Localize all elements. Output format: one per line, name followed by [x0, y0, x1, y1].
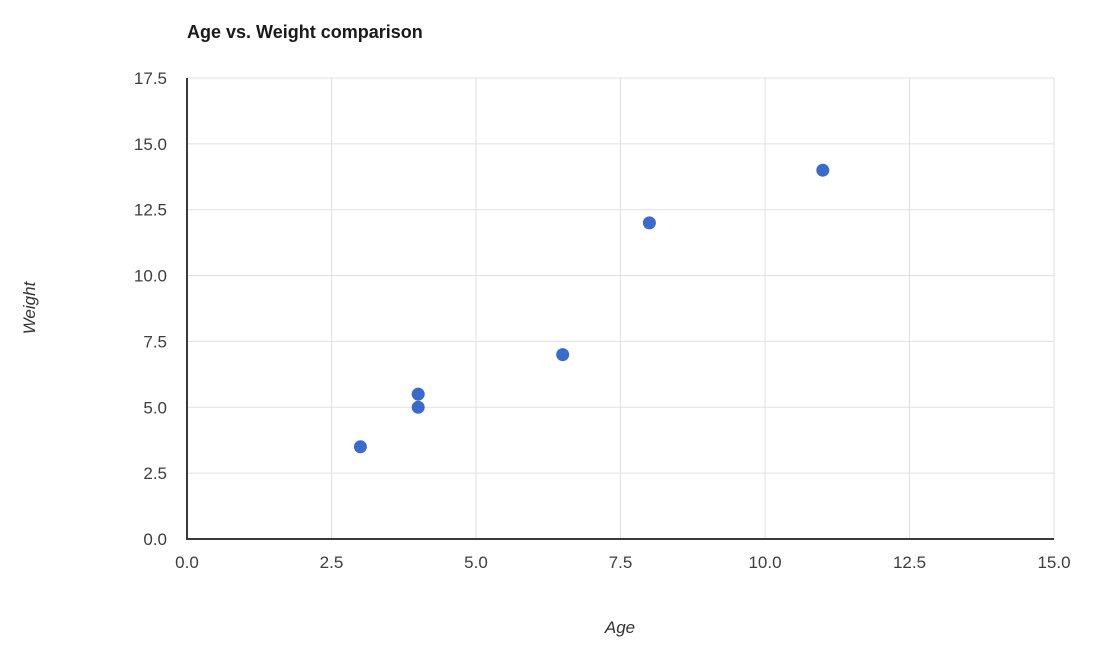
data-point: [411, 400, 425, 414]
data-point: [411, 387, 425, 401]
x-tick-label: 5.0: [464, 553, 488, 572]
data-point: [816, 163, 830, 177]
x-tick-label: 10.0: [748, 553, 781, 572]
y-tick-label: 5.0: [143, 398, 167, 417]
y-tick-label: 17.5: [134, 69, 167, 88]
x-tick-label: 0.0: [175, 553, 199, 572]
y-tick-label: 2.5: [143, 464, 167, 483]
x-tick-label: 12.5: [893, 553, 926, 572]
x-tick-label: 7.5: [609, 553, 633, 572]
chart-title: Age vs. Weight comparison: [187, 22, 423, 42]
y-tick-label: 7.5: [143, 332, 167, 351]
data-point: [642, 216, 656, 230]
y-tick-label: 10.0: [134, 267, 167, 286]
y-tick-label: 0.0: [143, 530, 167, 549]
x-tick-label: 15.0: [1037, 553, 1070, 572]
data-point: [556, 348, 570, 362]
x-axis-title: Age: [604, 618, 636, 637]
data-point: [353, 440, 367, 454]
x-tick-label: 2.5: [320, 553, 344, 572]
y-tick-label: 15.0: [134, 135, 167, 154]
y-tick-label: 12.5: [134, 201, 167, 220]
